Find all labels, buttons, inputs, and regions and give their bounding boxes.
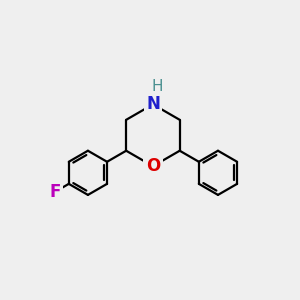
Text: N: N xyxy=(146,95,160,113)
Text: H: H xyxy=(152,79,163,94)
Text: F: F xyxy=(49,183,61,201)
Text: O: O xyxy=(146,157,160,175)
